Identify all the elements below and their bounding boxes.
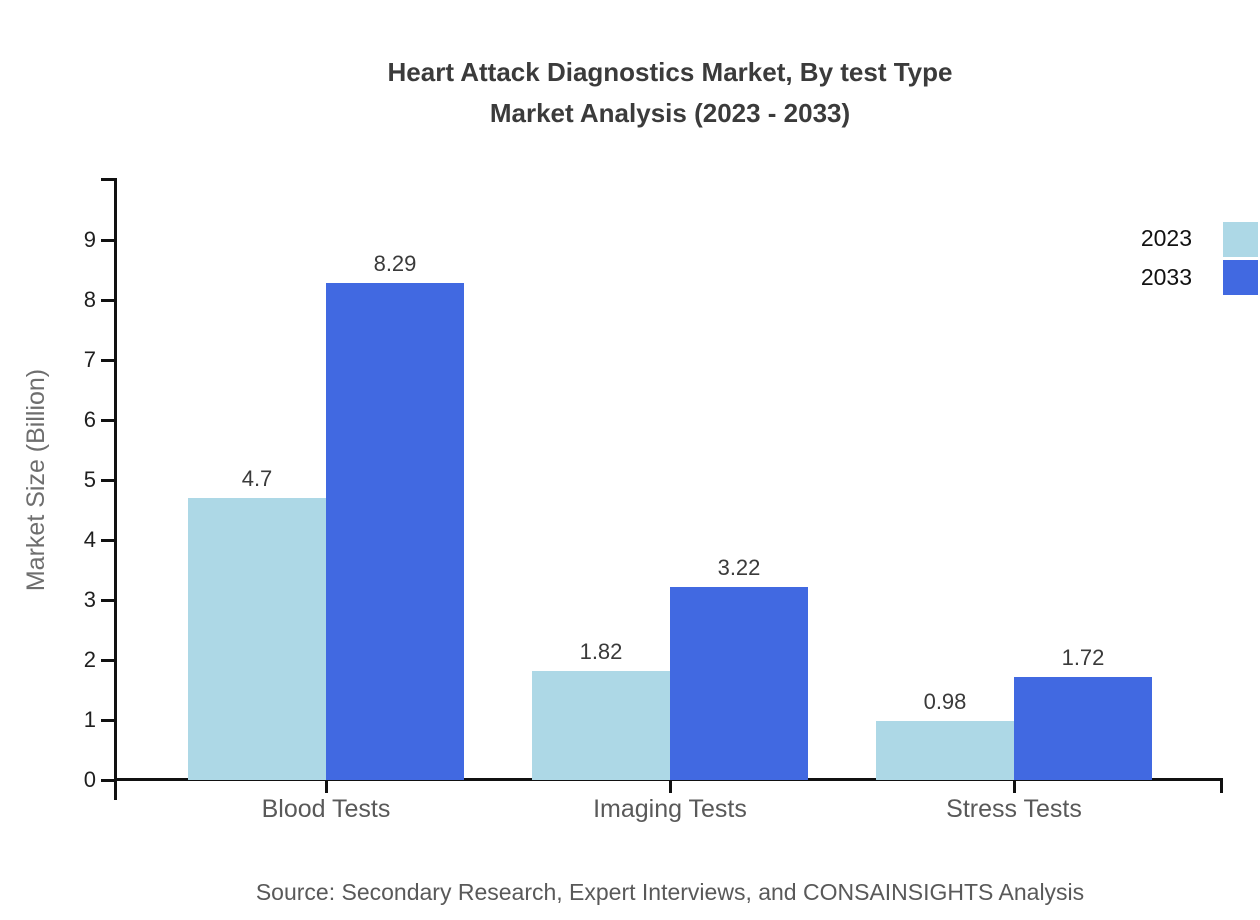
bar-value-label: 1.72	[1061, 645, 1105, 670]
bar-value-label: 4.7	[241, 466, 273, 491]
legend-label-2023: 2023	[1140, 225, 1192, 251]
bar-value-label: 3.22	[717, 555, 761, 580]
y-tick	[101, 239, 114, 242]
y-tick-label: 2	[83, 647, 96, 672]
y-tick-label: 8	[83, 287, 96, 312]
bar-2023-imaging-tests	[532, 671, 670, 780]
bar-2033-stress-tests	[1014, 677, 1152, 780]
y-tick-label: 9	[83, 227, 96, 252]
chart-title-line1: Heart Attack Diagnostics Market, By test…	[387, 57, 953, 87]
y-tick	[101, 659, 114, 662]
y-tick	[101, 359, 114, 362]
y-tick	[101, 539, 114, 542]
y-tick	[101, 719, 114, 722]
category-label: Blood Tests	[261, 795, 391, 823]
bar-value-label: 0.98	[923, 689, 967, 714]
bar-2023-blood-tests	[188, 498, 326, 780]
x-axis-end-tick	[1220, 778, 1223, 793]
category-label: Stress Tests	[946, 795, 1082, 823]
y-tick-label: 4	[83, 527, 96, 552]
y-tick-label: 5	[83, 467, 96, 492]
bar-2023-stress-tests	[876, 721, 1014, 780]
x-tick	[669, 781, 672, 793]
chart-title: Heart Attack Diagnostics Market, By test…	[70, 52, 1260, 134]
y-tick	[101, 779, 114, 782]
y-tick-label: 7	[83, 347, 96, 372]
y-tick-label: 0	[83, 767, 96, 792]
x-tick	[325, 781, 328, 793]
source-note: Source: Secondary Research, Expert Inter…	[255, 879, 1085, 905]
y-tick	[101, 599, 114, 602]
y-tick-label: 6	[83, 407, 96, 432]
y-tick-label: 3	[83, 587, 96, 612]
y-tick	[101, 479, 114, 482]
legend-label-2033: 2033	[1140, 264, 1192, 290]
legend-swatch-2033	[1223, 260, 1258, 295]
legend-swatch-2023	[1223, 222, 1258, 257]
chart-title-line2: Market Analysis (2023 - 2033)	[489, 98, 851, 128]
bar-value-label: 1.82	[579, 639, 623, 664]
x-tick	[1013, 781, 1016, 793]
y-tick	[101, 299, 114, 302]
bar-2033-imaging-tests	[670, 587, 808, 780]
y-axis-top-tick	[101, 178, 114, 181]
y-tick-label: 1	[83, 707, 96, 732]
y-tick	[101, 419, 114, 422]
bar-2033-blood-tests	[326, 283, 464, 780]
bar-value-label: 8.29	[373, 251, 417, 276]
category-label: Imaging Tests	[593, 795, 747, 823]
y-axis-line	[114, 178, 117, 800]
